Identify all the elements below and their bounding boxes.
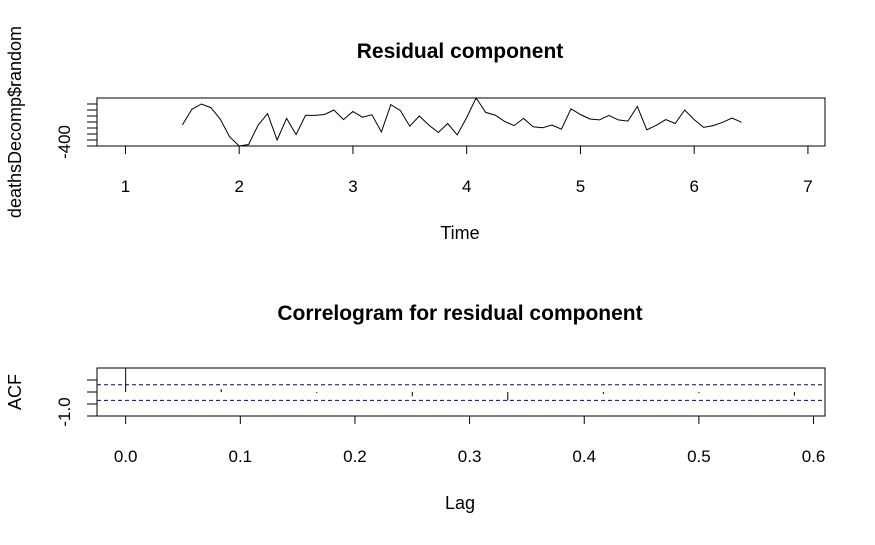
x-tick-label: 0.2 — [343, 447, 367, 466]
y-tick-label: -400 — [55, 125, 74, 159]
correlogram-y-axis-label: ACF — [5, 374, 25, 410]
residual-x-axis-label: Time — [440, 223, 479, 243]
correlogram-plot-frame — [96, 367, 826, 417]
residual-series — [181, 96, 742, 147]
residual-y-axis: -400 — [55, 103, 97, 159]
correlogram-y-axis: -1.0 — [55, 379, 97, 427]
correlogram-x-axis-label: Lag — [445, 493, 475, 513]
x-tick-label: 0.3 — [458, 447, 482, 466]
x-tick-label: 7 — [803, 177, 812, 196]
acf-bars — [125, 368, 795, 401]
correlogram-x-axis: 0.0 0.1 0.2 0.3 0.4 0.5 0.6 — [114, 416, 826, 466]
residual-title: Residual component — [357, 40, 564, 63]
x-tick-label: 0.6 — [802, 447, 826, 466]
x-tick-label: 0.1 — [228, 447, 252, 466]
x-tick-label: 4 — [462, 177, 471, 196]
residual-y-axis-label: deathsDecomp$random — [5, 26, 25, 218]
residual-line — [181, 96, 742, 147]
x-tick-label: 5 — [576, 177, 585, 196]
x-tick-label: 1 — [121, 177, 130, 196]
x-tick-label: 2 — [234, 177, 243, 196]
residual-component-panel: Residual component 1 2 3 4 5 6 7 -400 Time dea… — [5, 26, 826, 243]
x-tick-label: 0.0 — [114, 447, 138, 466]
y-tick-label: -1.0 — [55, 397, 74, 426]
correlogram-panel: Correlogram for residual component 0.0 0.… — [5, 302, 826, 513]
x-tick-label: 3 — [348, 177, 357, 196]
x-tick-label: 0.4 — [572, 447, 596, 466]
correlogram-title: Correlogram for residual component — [277, 302, 642, 325]
residual-plot-frame — [96, 97, 826, 147]
x-tick-label: 0.5 — [687, 447, 711, 466]
x-tick-label: 6 — [689, 177, 698, 196]
confidence-bands — [97, 384, 825, 401]
residual-x-axis: 1 2 3 4 5 6 7 — [121, 146, 813, 196]
